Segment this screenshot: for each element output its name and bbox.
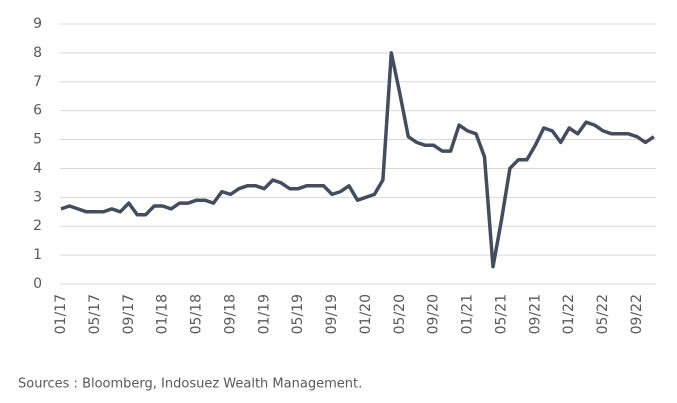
x-tick-label: 01/21 bbox=[460, 294, 476, 334]
y-tick-label: 0 bbox=[33, 276, 42, 292]
y-tick-label: 9 bbox=[33, 16, 42, 32]
x-tick-label: 01/18 bbox=[155, 294, 171, 334]
x-tick-label: 09/20 bbox=[426, 294, 442, 334]
y-tick-label: 1 bbox=[33, 247, 42, 263]
x-tick-label: 09/17 bbox=[121, 294, 137, 334]
y-tick-label: 7 bbox=[33, 74, 42, 90]
x-tick-label: 01/17 bbox=[53, 294, 69, 334]
x-tick-label: 09/22 bbox=[629, 294, 645, 334]
y-tick-label: 6 bbox=[33, 103, 42, 119]
x-tick-label: 05/21 bbox=[493, 294, 509, 334]
y-tick-label: 8 bbox=[33, 45, 42, 61]
x-tick-label: 01/19 bbox=[256, 294, 272, 334]
y-tick-label: 3 bbox=[33, 189, 42, 205]
y-tick-label: 5 bbox=[33, 132, 42, 148]
y-tick-label: 2 bbox=[33, 218, 42, 234]
x-tick-label: 05/22 bbox=[595, 294, 611, 334]
x-tick-label: 09/21 bbox=[527, 294, 543, 334]
x-tick-label: 01/20 bbox=[358, 294, 374, 334]
x-tick-label: 09/18 bbox=[222, 294, 238, 334]
source-note: Sources : Bloomberg, Indosuez Wealth Man… bbox=[18, 377, 362, 392]
y-tick-label: 4 bbox=[33, 160, 42, 176]
x-tick-label: 09/19 bbox=[324, 294, 340, 334]
x-tick-label: 05/19 bbox=[290, 294, 306, 334]
x-tick-label: 05/20 bbox=[392, 294, 408, 334]
x-tick-label: 01/22 bbox=[561, 294, 577, 334]
x-tick-label: 05/18 bbox=[189, 294, 205, 334]
x-tick-label: 05/17 bbox=[87, 294, 103, 334]
data-line bbox=[60, 51, 655, 269]
